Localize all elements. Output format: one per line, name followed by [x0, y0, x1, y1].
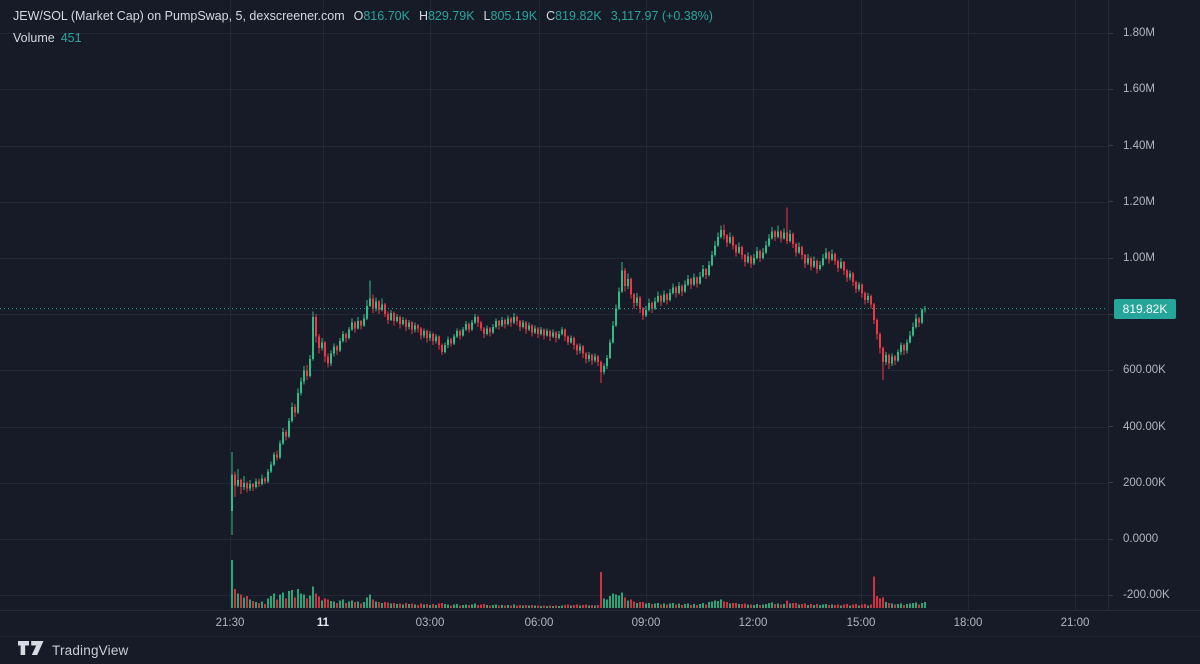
chart-pane[interactable]: JEW/SOL (Market Cap) on PumpSwap, 5, dex…: [0, 0, 1108, 610]
price-axis-tick: [1109, 426, 1113, 428]
open-value: 816.70K: [363, 9, 410, 23]
time-axis-label: 21:30: [215, 617, 245, 629]
price-axis-tick: [1109, 313, 1113, 315]
price-axis-label: 1.20M: [1123, 195, 1155, 208]
time-axis-label: 03:00: [415, 617, 445, 629]
time-axis[interactable]: 21:30 11 03:00 06:00 09:00 12:00 15:00 18:00 21:…: [0, 610, 1200, 636]
time-axis-label: 12:00: [738, 617, 768, 629]
price-axis-tick: [1109, 369, 1113, 371]
volume-label[interactable]: Volume: [13, 31, 55, 45]
price-axis-tick: [1109, 594, 1113, 596]
price-axis-tick: [1109, 88, 1113, 90]
legend-volume-row: Volume 451: [13, 31, 713, 45]
tradingview-brand-text[interactable]: TradingView: [52, 643, 129, 658]
low-label: L: [483, 9, 491, 23]
price-axis-tick: [1109, 482, 1113, 484]
tradingview-logo-icon[interactable]: [18, 640, 44, 661]
price-axis-label: 400.00K: [1123, 420, 1166, 433]
high-label: H: [418, 9, 428, 23]
price-axis-tick: [1109, 201, 1113, 203]
price-axis-label: 1.80M: [1123, 27, 1155, 40]
time-axis-label: 18:00: [953, 617, 983, 629]
low-value: 805.19K: [490, 9, 538, 23]
price-axis-label: 0.0000: [1123, 533, 1159, 545]
price-axis[interactable]: 819.82K 1.80M1.60M1.40M1.20M1.00M800.00K…: [1108, 0, 1200, 610]
attribution-bar: TradingView: [0, 636, 1200, 664]
price-axis-label: 1.60M: [1123, 83, 1155, 96]
time-axis-label: 06:00: [524, 617, 554, 629]
time-axis-label: 21:00: [1060, 617, 1090, 629]
candlestick-chart: [0, 0, 1108, 610]
price-axis-label: 1.40M: [1123, 139, 1155, 152]
legend-symbol-row: JEW/SOL (Market Cap) on PumpSwap, 5, dex…: [13, 9, 713, 23]
time-axis-label: 09:00: [631, 617, 661, 629]
open-label: O: [353, 9, 364, 23]
price-axis-label: -200.00K: [1123, 589, 1170, 602]
symbol-title[interactable]: JEW/SOL (Market Cap) on PumpSwap, 5, dex…: [13, 9, 345, 23]
price-axis-tick: [1109, 538, 1113, 540]
time-axis-label: 11: [316, 617, 330, 629]
high-value: 829.79K: [427, 9, 475, 23]
change-value: 3,117.97 (+0.38%): [610, 9, 713, 23]
close-value: 819.82K: [555, 9, 602, 23]
time-axis-label: 15:00: [846, 617, 876, 629]
volume-value: 451: [60, 31, 82, 45]
price-axis-tick: [1109, 32, 1113, 34]
price-axis-label: 600.00K: [1123, 364, 1166, 377]
last-price-badge: 819.82K: [1114, 298, 1176, 319]
chart-legend: JEW/SOL (Market Cap) on PumpSwap, 5, dex…: [13, 9, 713, 45]
price-axis-label: 1.00M: [1123, 252, 1155, 264]
price-axis-tick: [1109, 257, 1113, 259]
close-label: C: [546, 9, 556, 23]
price-axis-label: 200.00K: [1123, 476, 1166, 489]
price-axis-tick: [1109, 145, 1113, 147]
